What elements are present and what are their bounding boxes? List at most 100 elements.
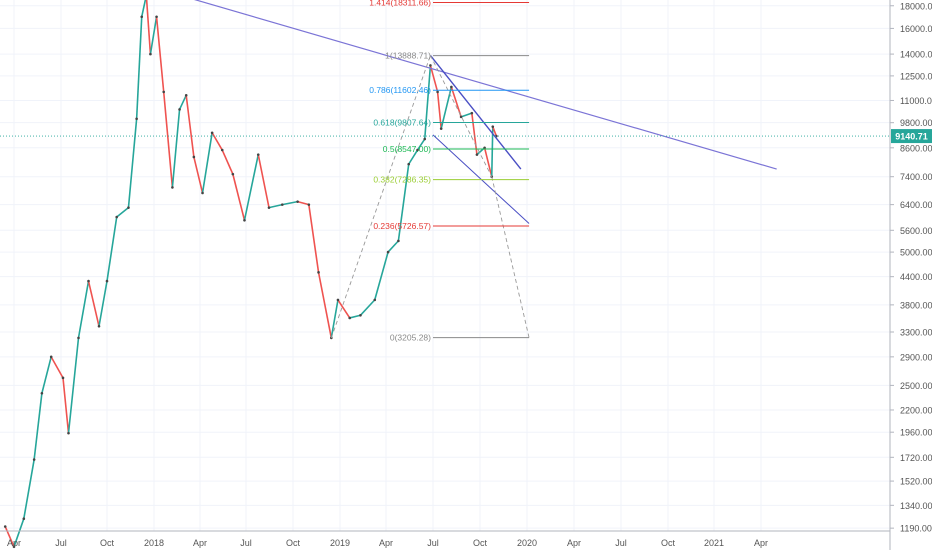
time-tick-label: Oct: [473, 538, 488, 548]
price-segment: [397, 164, 410, 241]
price-point: [49, 355, 53, 359]
price-tick-label: 2500.00: [900, 381, 932, 391]
price-tick-label: 7400.00: [900, 172, 932, 182]
price-tick-label: 1520.00: [900, 477, 932, 487]
price-tick-label: 5000.00: [900, 248, 932, 258]
price-segment: [106, 216, 118, 282]
price-point: [231, 172, 235, 176]
price-point: [220, 148, 224, 152]
price-point: [178, 108, 181, 111]
price-point: [407, 162, 411, 166]
price-segment: [50, 356, 64, 379]
price-point: [12, 545, 16, 549]
price-segment: [408, 149, 419, 165]
price-tick-label: 18000.00: [900, 1, 932, 11]
price-segment: [201, 132, 213, 194]
price-point: [416, 148, 419, 152]
price-point: [210, 131, 214, 135]
price-point: [470, 111, 474, 115]
price-segment: [13, 518, 25, 548]
drawings-layer: 1.618(20491.08)1.414(18311.66)1(13888.71…: [193, 0, 777, 343]
time-tick-label: Oct: [661, 538, 676, 548]
price-point: [439, 127, 443, 130]
price-tick-label: 11000.00: [900, 96, 932, 106]
price-point: [307, 203, 311, 206]
price-tick-label: 1720.00: [900, 453, 932, 463]
fib-level-label: 0(3205.28): [390, 333, 431, 343]
price-segment: [282, 200, 298, 206]
price-segment: [257, 154, 270, 208]
price-point: [61, 376, 65, 380]
price-point: [373, 298, 377, 302]
price-tick-label: 1340.00: [900, 501, 932, 511]
price-point: [140, 15, 144, 19]
time-tick-label: 2020: [517, 538, 537, 548]
price-point: [149, 52, 152, 56]
grid: [0, 0, 890, 531]
price-segment: [23, 459, 35, 519]
price-segment: [243, 154, 260, 221]
price-segment: [116, 207, 129, 218]
time-tick-label: Jul: [427, 538, 439, 548]
price-segment: [460, 112, 473, 118]
price-segment: [337, 299, 351, 319]
pattern-dashed-leg: [330, 55, 431, 339]
price-point: [296, 200, 299, 203]
price-segment: [297, 200, 310, 206]
price-tick-label: 2200.00: [900, 405, 932, 415]
fib-level-label: 0.618(9807.64): [373, 118, 431, 128]
fib-level-label: 0.382(7286.35): [373, 175, 431, 185]
time-axis[interactable]: Apr Jul Oct 2018 Apr Jul Oct 2019 Apr Jul Oct 2020 A…: [7, 538, 768, 548]
fib-level-label: 0.786(11602.46): [369, 85, 431, 95]
price-segment: [145, 0, 152, 55]
time-tick-label: 2019: [330, 538, 350, 548]
price-point: [348, 316, 352, 320]
price-tick-label: 16000.00: [900, 24, 932, 34]
price-segment: [98, 280, 108, 327]
price-axis[interactable]: 24000.0021000.0018000.0016000.0014000.00…: [890, 0, 932, 534]
price-segment: [429, 65, 439, 93]
price-segment: [135, 16, 143, 119]
price-tick-label: 12500.00: [900, 71, 932, 81]
price-point: [22, 517, 26, 520]
price-point: [67, 431, 70, 435]
price-segment: [450, 86, 462, 118]
price-segment: [373, 251, 389, 301]
price-point: [32, 458, 36, 461]
price-tick-label: 2900.00: [900, 352, 932, 362]
price-segment: [41, 356, 52, 394]
price-point: [97, 324, 101, 328]
fib-level-label: 0.236(5726.57): [373, 221, 431, 231]
price-segment: [490, 126, 494, 177]
price-segment: [317, 272, 333, 339]
price-segment: [232, 173, 246, 221]
price-segment: [171, 109, 181, 188]
price-point: [256, 153, 260, 156]
price-segment: [387, 240, 399, 253]
price-segment: [140, 0, 147, 17]
price-segment: [127, 118, 138, 208]
price-segment: [483, 147, 493, 177]
price-point: [3, 525, 7, 528]
price-segment: [33, 393, 43, 460]
price-point: [475, 153, 479, 156]
price-point: [386, 250, 390, 254]
price-point: [184, 93, 188, 97]
price-point: [155, 15, 158, 19]
plot-area[interactable]: [0, 0, 890, 531]
price-tick-label: 6400.00: [900, 200, 932, 210]
price-segment: [4, 526, 15, 548]
fib-level-label: 0.5(8547.00): [383, 144, 431, 154]
time-tick-label: Jul: [55, 538, 67, 548]
time-tick-label: Apr: [567, 538, 581, 548]
price-point: [87, 279, 90, 283]
time-tick-label: 2018: [144, 538, 164, 548]
price-segment: [162, 91, 174, 188]
time-tick-label: Oct: [286, 538, 301, 548]
price-segment: [268, 203, 283, 209]
time-tick-label: Jul: [240, 538, 252, 548]
channel-upper-line: [429, 55, 522, 170]
pattern-dashed-leg: [430, 55, 493, 177]
